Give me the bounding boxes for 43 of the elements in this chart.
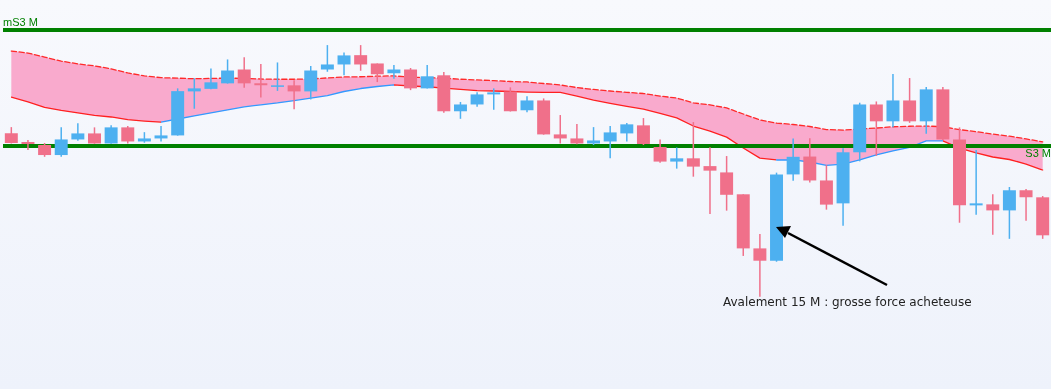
candlestick <box>570 123 584 145</box>
candlestick <box>21 139 35 151</box>
candlestick <box>803 137 817 184</box>
candlestick <box>487 87 501 111</box>
ref-line-label: S3 M <box>1025 147 1051 160</box>
candlestick <box>903 77 917 124</box>
annotation: Avalement 15 M : grosse force acheteuse <box>723 295 972 309</box>
candlestick <box>370 62 384 83</box>
candlestick <box>420 64 434 90</box>
candlestick <box>686 121 700 178</box>
candlestick <box>187 77 201 110</box>
candlestick <box>54 126 68 158</box>
candlestick <box>603 125 617 160</box>
candlestick <box>670 146 684 170</box>
candlestick <box>254 63 268 99</box>
candlestick <box>503 86 517 113</box>
candlestick <box>886 73 900 129</box>
candlestick <box>969 149 983 216</box>
candlestick <box>720 155 734 212</box>
candlestick <box>320 44 334 73</box>
candlestick <box>154 125 168 143</box>
candlestick <box>786 137 800 182</box>
candlestick <box>221 58 235 85</box>
ref-line-label: mS3 M <box>3 16 38 29</box>
candlestick <box>104 124 118 145</box>
candlestick <box>1019 188 1033 222</box>
candlestick <box>620 122 634 143</box>
candlestick <box>354 44 368 72</box>
candlestick <box>71 122 85 142</box>
candlestick <box>304 65 318 101</box>
candlestick <box>753 233 767 298</box>
candlestick <box>636 117 650 146</box>
candlestick <box>237 56 251 89</box>
candlestick <box>553 114 567 145</box>
candlestick <box>653 138 667 164</box>
candlestick <box>287 79 301 110</box>
candlestick <box>270 61 284 92</box>
candlestick <box>1002 186 1016 240</box>
candlestick <box>986 193 1000 236</box>
candlestick <box>404 67 418 91</box>
candlestick <box>703 146 717 215</box>
candlestick <box>869 100 883 157</box>
candlestick <box>337 51 351 77</box>
